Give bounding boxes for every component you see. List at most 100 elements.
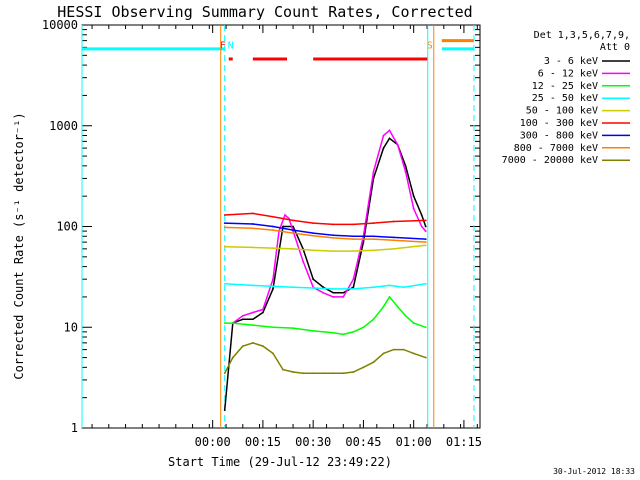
y-tick-label: 10000 xyxy=(42,18,78,32)
series-point-4 xyxy=(223,282,226,285)
series-point-8 xyxy=(312,234,315,237)
series-point-3 xyxy=(412,322,415,324)
series-point-2 xyxy=(412,207,415,210)
series-point-1 xyxy=(420,214,423,216)
y-axis: 1 10 100 1000 10000 xyxy=(42,18,480,435)
series-point-2 xyxy=(420,225,423,228)
y-tick-label: 1 xyxy=(71,421,78,435)
series-point-3 xyxy=(352,330,355,333)
series-point-9 xyxy=(392,348,395,351)
series-point-2 xyxy=(372,170,375,173)
series-point-2 xyxy=(251,311,254,314)
series-point-1 xyxy=(223,409,226,412)
legend-label: 3 - 6 keV xyxy=(544,56,598,67)
series-point-3 xyxy=(388,296,391,298)
series-point-6 xyxy=(372,222,375,225)
series-point-2 xyxy=(352,278,355,281)
x-tick-label: 01:00 xyxy=(396,435,432,449)
series-point-6 xyxy=(424,219,427,222)
series-point-6 xyxy=(251,212,254,215)
chart-title: HESSI Observing Summary Count Rates, Cor… xyxy=(57,3,472,21)
series-point-8 xyxy=(251,227,254,230)
x-tick-label: 00:15 xyxy=(245,435,281,449)
series-line-1 xyxy=(223,137,427,411)
series-point-6 xyxy=(332,223,335,226)
series-point-6 xyxy=(223,214,226,216)
series-point-2 xyxy=(388,129,391,132)
x-axis: 00:00 00:15 00:30 00:45 01:00 01:15 xyxy=(91,25,482,449)
vertical-markers xyxy=(81,25,475,428)
series-line-8 xyxy=(224,226,426,243)
series-point-4 xyxy=(372,286,375,289)
series-point-3 xyxy=(332,331,335,334)
series-point-8 xyxy=(392,239,395,242)
series-point-7 xyxy=(251,223,254,225)
x-tick-label: 01:15 xyxy=(446,435,482,449)
series-line-5 xyxy=(224,244,426,252)
flag-label: S xyxy=(427,41,433,52)
series-point-2 xyxy=(404,170,407,173)
series-point-5 xyxy=(332,250,335,252)
series-point-2 xyxy=(241,314,244,317)
series-point-1 xyxy=(312,278,315,281)
series-point-9 xyxy=(402,348,405,351)
legend-subtitle: Att 0 xyxy=(600,42,630,53)
series-line-6 xyxy=(224,212,426,226)
series-point-7 xyxy=(223,222,226,225)
series-group xyxy=(223,129,427,412)
series-point-9 xyxy=(362,366,365,369)
series-point-5 xyxy=(372,249,375,252)
series-point-8 xyxy=(332,237,335,239)
series-point-9 xyxy=(251,341,254,344)
series-point-8 xyxy=(292,232,294,234)
series-point-3 xyxy=(272,326,274,329)
series-point-1 xyxy=(292,225,294,228)
series-point-5 xyxy=(424,244,427,247)
legend-label: 7000 - 20000 keV xyxy=(502,155,598,166)
x-tick-label: 00:45 xyxy=(345,435,381,449)
series-point-3 xyxy=(251,324,254,327)
series-point-5 xyxy=(392,247,395,250)
series-point-3 xyxy=(231,322,234,324)
series-point-2 xyxy=(396,143,399,146)
series-point-3 xyxy=(292,327,294,330)
series-point-6 xyxy=(312,222,315,225)
series-point-2 xyxy=(272,278,274,281)
series-point-1 xyxy=(241,318,244,321)
series-point-1 xyxy=(404,164,407,167)
series-line-9 xyxy=(224,342,426,374)
series-point-8 xyxy=(352,238,355,240)
series-point-3 xyxy=(223,322,226,324)
series-point-9 xyxy=(382,352,385,355)
series-point-3 xyxy=(396,305,399,308)
series-point-9 xyxy=(322,372,325,375)
series-point-4 xyxy=(332,288,335,290)
series-point-1 xyxy=(342,291,345,294)
flag-label: N xyxy=(228,41,234,52)
series-point-1 xyxy=(388,137,391,140)
legend-label: 300 - 800 keV xyxy=(520,130,598,141)
series-point-1 xyxy=(424,225,427,228)
series-point-4 xyxy=(251,284,254,287)
series-point-5 xyxy=(292,247,294,250)
legend-title: Det 1,3,5,6,7,9, xyxy=(534,30,630,41)
series-point-7 xyxy=(372,235,375,238)
series-point-3 xyxy=(362,326,365,329)
series-line-3 xyxy=(224,295,426,336)
series-point-1 xyxy=(362,241,365,244)
series-point-3 xyxy=(404,314,407,317)
series-point-9 xyxy=(372,361,375,364)
y-tick-label: 1000 xyxy=(49,119,78,133)
series-point-3 xyxy=(372,318,375,321)
x-axis-label: Start Time (29-Jul-12 23:49:22) xyxy=(168,455,392,469)
y-tick-label: 10 xyxy=(64,320,78,334)
series-point-4 xyxy=(272,285,274,288)
series-point-2 xyxy=(262,308,264,311)
series-point-9 xyxy=(223,372,226,375)
series-point-2 xyxy=(424,230,427,233)
series-point-9 xyxy=(332,372,335,375)
series-point-2 xyxy=(302,260,305,263)
